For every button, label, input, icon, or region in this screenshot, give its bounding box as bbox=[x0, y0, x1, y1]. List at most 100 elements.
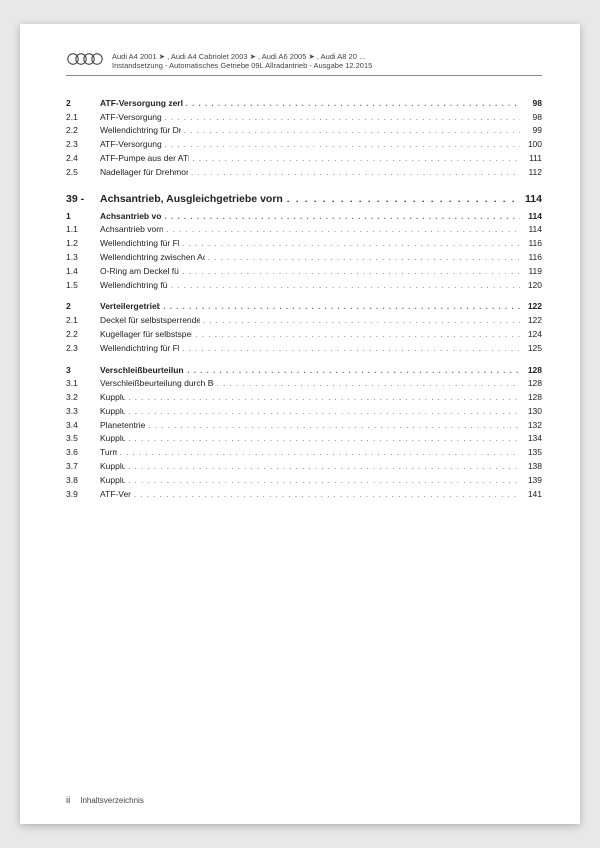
toc-entry: 3.4Planetentrieb „II“ und „III“. . . . .… bbox=[66, 420, 542, 432]
toc-leader-dots: . . . . . . . . . . . . . . . . . . . . … bbox=[205, 253, 520, 264]
toc-leader-dots: . . . . . . . . . . . . . . . . . . . . … bbox=[214, 379, 521, 390]
page-header: Audi A4 2001 ➤ , Audi A4 Cabriolet 2003 … bbox=[66, 52, 542, 76]
toc-leader-dots: . . . . . . . . . . . . . . . . . . . . … bbox=[163, 225, 520, 236]
toc-leader-dots: . . . . . . . . . . . . . . . . . . . . … bbox=[183, 99, 520, 110]
toc-entry-page: 124 bbox=[520, 329, 542, 340]
toc-entry-title: ATF-Versorgung zerlegen und zusammenbaue… bbox=[100, 98, 183, 109]
header-line-2: Instandsetzung - Automatisches Getriebe … bbox=[112, 61, 372, 70]
toc-entry-page: 135 bbox=[520, 447, 542, 458]
toc-entry-title: Kupplung „E“ bbox=[100, 475, 125, 486]
toc-entry-num: 1.4 bbox=[66, 266, 100, 277]
toc-entry-page: 134 bbox=[520, 433, 542, 444]
toc-entry-page: 130 bbox=[520, 406, 542, 417]
footer-label: Inhaltsverzeichnis bbox=[80, 796, 144, 805]
toc-entry-num: 2.2 bbox=[66, 125, 100, 136]
toc-entry-title: ATF-Versorgung aus- und einbauen bbox=[100, 139, 162, 150]
toc-chapter-page: 114 bbox=[516, 193, 542, 205]
toc-entry: 2.3Wellendichtring für Flanschwelle hint… bbox=[66, 343, 542, 355]
toc-entry-title: Wellendichtring für Schaltwelle ersetzen bbox=[100, 280, 168, 291]
toc-leader-dots: . . . . . . . . . . . . . . . . . . . . … bbox=[283, 194, 516, 204]
toc-leader-dots: . . . . . . . . . . . . . . . . . . . . … bbox=[162, 212, 520, 223]
header-line-1: Audi A4 2001 ➤ , Audi A4 Cabriolet 2003 … bbox=[112, 52, 372, 61]
toc-entry-page: 116 bbox=[520, 238, 542, 249]
toc-entry-title: Verschleißbeurteilung durch Bewertung de… bbox=[100, 378, 214, 389]
toc-leader-dots: . . . . . . . . . . . . . . . . . . . . … bbox=[125, 462, 520, 473]
toc-entry: 1.4O-Ring am Deckel für Achsantrieb vorn… bbox=[66, 266, 542, 278]
toc-entry-page: 119 bbox=[520, 266, 542, 277]
toc-entry-title: Kugellager für selbstsperrendes Mittendi… bbox=[100, 329, 192, 340]
toc-leader-dots: . . . . . . . . . . . . . . . . . . . . … bbox=[125, 407, 520, 418]
toc-entry: 2.4ATF-Pumpe aus der ATF-Versorgung aus-… bbox=[66, 153, 542, 165]
toc-entry-page: 120 bbox=[520, 280, 542, 291]
toc-entry-title: Turm „II“ bbox=[100, 447, 117, 458]
toc-entry-page: 112 bbox=[520, 167, 542, 178]
toc-entry-title: Wellendichtring für Flanschwelle hinten … bbox=[100, 343, 179, 354]
toc-entry-title: Kupplung „D“ bbox=[100, 406, 125, 417]
toc-entry-page: 111 bbox=[520, 153, 542, 164]
toc-entry-num: 3.8 bbox=[66, 475, 100, 486]
toc-leader-dots: . . . . . . . . . . . . . . . . . . . . … bbox=[162, 140, 520, 151]
toc-entry: 2.3ATF-Versorgung aus- und einbauen. . .… bbox=[66, 139, 542, 151]
toc-entry-page: 99 bbox=[520, 125, 542, 136]
toc-entry-num: 3.6 bbox=[66, 447, 100, 458]
header-text: Audi A4 2001 ➤ , Audi A4 Cabriolet 2003 … bbox=[112, 52, 372, 71]
toc-entry: 2ATF-Versorgung zerlegen und zusammenbau… bbox=[66, 98, 542, 110]
toc-entry-num: 3.3 bbox=[66, 406, 100, 417]
toc-leader-dots: . . . . . . . . . . . . . . . . . . . . … bbox=[131, 490, 520, 501]
toc-entry-num: 1.2 bbox=[66, 238, 100, 249]
toc-chapter-num: 39 - bbox=[66, 193, 100, 205]
toc-chapter-title: Achsantrieb, Ausgleichgetriebe vorn bbox=[100, 193, 283, 205]
toc-entry-num: 3.1 bbox=[66, 378, 100, 389]
toc-entry-title: Planetentrieb „II“ und „III“ bbox=[100, 420, 145, 431]
toc-entry-page: 139 bbox=[520, 475, 542, 486]
toc-leader-dots: . . . . . . . . . . . . . . . . . . . . … bbox=[179, 344, 520, 355]
toc-entry-num: 1.5 bbox=[66, 280, 100, 291]
toc-leader-dots: . . . . . . . . . . . . . . . . . . . . … bbox=[117, 448, 520, 459]
toc-entry: 2.1Deckel für selbstsperrendes Mittendif… bbox=[66, 315, 542, 327]
toc-entry: 3.8Kupplung „E“. . . . . . . . . . . . .… bbox=[66, 475, 542, 487]
document-page: Audi A4 2001 ➤ , Audi A4 Cabriolet 2003 … bbox=[20, 24, 580, 824]
toc-entry-title: Verteilergetriebe in Stand setzen bbox=[100, 301, 160, 312]
table-of-contents: 2 ATF-Versorgung zerlegen und zusammenbau… bbox=[66, 98, 542, 501]
toc-entry-title: Achsantrieb vorn in Stand setzen bbox=[100, 211, 162, 222]
toc-entry: 2Verteilergetriebe in Stand setzen. . . … bbox=[66, 301, 542, 313]
toc-entry: 2.5Nadellager für Drehmomentwandler aus-… bbox=[66, 167, 542, 179]
toc-entry: 3.9ATF-Versorgung. . . . . . . . . . . .… bbox=[66, 489, 542, 501]
toc-entry-page: 141 bbox=[520, 489, 542, 500]
toc-entry-num: 1.3 bbox=[66, 252, 100, 263]
toc-leader-dots: . . . . . . . . . . . . . . . . . . . . … bbox=[168, 281, 520, 292]
toc-entry: 3.6Turm „II“. . . . . . . . . . . . . . … bbox=[66, 447, 542, 459]
footer-page-number: ii bbox=[66, 795, 70, 806]
toc-entry-page: 98 bbox=[520, 98, 542, 109]
toc-entry: 3Verschleißbeurteilung der Getriebekompo… bbox=[66, 365, 542, 377]
toc-entry-page: 116 bbox=[520, 252, 542, 263]
toc-entry-page: 122 bbox=[520, 315, 542, 326]
toc-entry: 1Achsantrieb vorn in Stand setzen. . . .… bbox=[66, 211, 542, 223]
toc-entry: 3.2Kupplung „C“. . . . . . . . . . . . .… bbox=[66, 392, 542, 404]
toc-entry: 2.2Kugellager für selbstsperrendes Mitte… bbox=[66, 329, 542, 341]
toc-entry-page: 128 bbox=[520, 378, 542, 389]
toc-entry: 1.3Wellendichtring zwischen Achsantrieb … bbox=[66, 252, 542, 264]
toc-entry-page: 132 bbox=[520, 420, 542, 431]
toc-leader-dots: . . . . . . . . . . . . . . . . . . . . … bbox=[181, 126, 520, 137]
toc-leader-dots: . . . . . . . . . . . . . . . . . . . . … bbox=[125, 393, 520, 404]
toc-entry-title: Nadellager für Drehmomentwandler aus- un… bbox=[100, 167, 188, 178]
toc-entry-page: 114 bbox=[520, 224, 542, 235]
toc-entry-page: 100 bbox=[520, 139, 542, 150]
toc-entry-num: 2.5 bbox=[66, 167, 100, 178]
toc-entry: 2.2Wellendichtring für Drehmomentwandler… bbox=[66, 125, 542, 137]
toc-entry-title: Wellendichtring zwischen Achsantrieb und… bbox=[100, 252, 205, 263]
toc-entry: 2.1ATF-Versorgung - Bauteileübersicht. .… bbox=[66, 112, 542, 124]
toc-entry-title: Wellendichtring für Flanschwelle rechts … bbox=[100, 238, 179, 249]
toc-entry-num: 2 bbox=[66, 301, 100, 312]
toc-entry-num: 2.3 bbox=[66, 343, 100, 354]
page-footer: ii Inhaltsverzeichnis bbox=[66, 795, 144, 806]
toc-entry-page: 138 bbox=[520, 461, 542, 472]
toc-entry-num: 1.1 bbox=[66, 224, 100, 235]
toc-entry-title: ATF-Pumpe aus der ATF-Versorgung aus- un… bbox=[100, 153, 189, 164]
toc-entry-page: 128 bbox=[520, 392, 542, 403]
toc-entry: 3.7Kupplung „A“. . . . . . . . . . . . .… bbox=[66, 461, 542, 473]
toc-leader-dots: . . . . . . . . . . . . . . . . . . . . … bbox=[145, 421, 520, 432]
toc-entry-num: 2.1 bbox=[66, 112, 100, 123]
toc-entry-page: 128 bbox=[520, 365, 542, 376]
